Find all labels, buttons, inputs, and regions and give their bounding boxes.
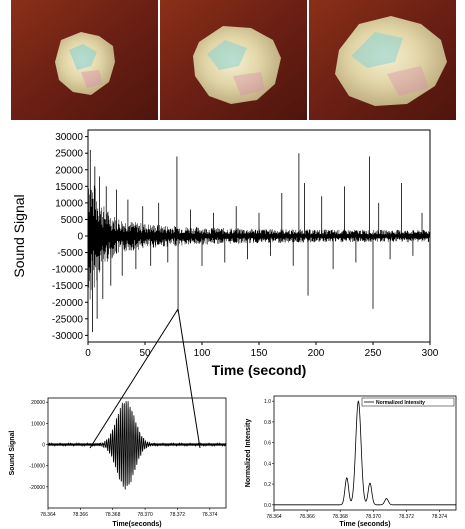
- main-y-tick-label: -25000: [52, 314, 84, 325]
- intensity-x-tick-label: 78.368: [333, 514, 349, 520]
- main-y-tick-label: 15000: [55, 182, 83, 193]
- intensity-x-tick-label: 78.366: [299, 514, 315, 520]
- intensity-y-tick-label: 0.0: [264, 503, 271, 509]
- intensity-y-tick-label: 1.0: [264, 399, 271, 405]
- zoomed-y-tick-label: -20000: [29, 485, 45, 491]
- main-y-tick-label: 10000: [55, 198, 83, 209]
- zoomed-y-tick-label: 10000: [31, 421, 45, 427]
- zoomed-x-tick-label: 78.366: [73, 512, 89, 518]
- main-y-tick-label: -15000: [52, 281, 84, 292]
- intensity-x-tick-label: 78.374: [432, 514, 448, 520]
- main-x-tick-label: 150: [251, 348, 268, 359]
- zoomed-x-axis-label: Time(seconds): [112, 521, 161, 528]
- main-y-tick-label: 25000: [55, 149, 83, 160]
- zoomed-x-tick-label: 78.372: [170, 512, 186, 518]
- intensity-x-tick-labels: 78.364 78.366 78.368 78.370 78.372 78.374: [266, 510, 447, 520]
- intensity-x-tick-label: 78.364: [266, 514, 282, 520]
- main-y-tick-labels: 30000 25000 20000 15000 10000 5000 0 -5000 -1000…: [52, 132, 88, 342]
- zoomed-y-axis-label: Sound Signal: [9, 431, 16, 476]
- main-x-tick-label: 100: [194, 348, 211, 359]
- main-x-tick-label: 50: [139, 348, 151, 359]
- intensity-line: [274, 400, 456, 506]
- main-y-tick-label: 5000: [61, 215, 84, 226]
- crumpled-wrapper-photo-1: [11, 0, 158, 120]
- zoomed-x-tick-label: 78.374: [202, 512, 218, 518]
- intensity-legend-label: Normalized Intensity: [376, 400, 425, 406]
- zoomed-y-tick-label: -10000: [29, 464, 45, 470]
- zoomed-waveform-line: [47, 401, 227, 490]
- intensity-y-axis-label: Normalized Intensity: [245, 419, 252, 488]
- intensity-x-tick-label: 78.370: [366, 514, 382, 520]
- main-x-tick-label: 300: [422, 348, 439, 359]
- main-x-tick-label: 200: [308, 348, 325, 359]
- intensity-y-tick-labels: 1.0 0.8 0.6 0.4 0.2 0.0: [264, 399, 274, 509]
- main-chart: 30000 25000 20000 15000 10000 5000 0 -5000 -1000…: [11, 129, 439, 378]
- zoomed-x-tick-label: 78.370: [137, 512, 153, 518]
- main-x-tick-label: 250: [365, 348, 382, 359]
- main-y-tick-label: 0: [77, 232, 83, 243]
- main-noise-band: [88, 185, 430, 300]
- main-plot-frame: [87, 129, 431, 343]
- intensity-x-tick-label: 78.372: [399, 514, 415, 520]
- intensity-y-tick-label: 0.6: [264, 441, 271, 447]
- zoomed-x-tick-label: 78.368: [105, 512, 121, 518]
- main-y-axis-label: Sound Signal: [11, 194, 27, 277]
- intensity-legend: Normalized Intensity: [361, 397, 455, 407]
- intensity-y-tick-label: 0.2: [264, 482, 271, 488]
- main-y-tick-label: -5000: [57, 248, 83, 259]
- zoomed-y-tick-label: 0: [42, 443, 45, 449]
- zoomed-y-tick-label: 20000: [31, 400, 45, 406]
- zoomed-y-tick-labels: 20000 10000 0 -10000 -20000: [29, 400, 48, 491]
- main-signal: [88, 149, 430, 333]
- main-y-tick-label: 20000: [55, 165, 83, 176]
- crumpled-wrapper-photo-3: [309, 0, 456, 120]
- main-y-tick-label: -30000: [52, 331, 84, 342]
- zoomed-x-tick-labels: 78.364 78.366 78.368 78.370 78.372 78.374: [40, 508, 218, 518]
- intensity-x-axis-label: Time (seconds): [339, 521, 390, 528]
- main-x-tick-labels: 0 50 100 150 200 250 300: [85, 342, 439, 359]
- zoomed-plot-frame: [47, 397, 227, 509]
- main-y-tick-label: 30000: [55, 132, 83, 143]
- main-y-tick-label: -10000: [52, 265, 84, 276]
- main-x-axis-label: Time (second): [212, 362, 307, 378]
- normalized-intensity-chart: 1.00.80.60.40.20.0 78.364 78.366 78.368 78.…: [245, 395, 457, 528]
- photo-strip: [11, 0, 456, 120]
- crumpled-wrapper-photo-2: [160, 0, 307, 120]
- intensity-y-tick-label: 0.4: [264, 461, 271, 467]
- main-x-tick-label: 0: [85, 348, 91, 359]
- zoomed-x-tick-label: 78.364: [40, 512, 56, 518]
- main-y-tick-label: -20000: [52, 298, 84, 309]
- intensity-plot-frame: [273, 395, 457, 511]
- intensity-y-tick-label: 0.8: [264, 420, 271, 426]
